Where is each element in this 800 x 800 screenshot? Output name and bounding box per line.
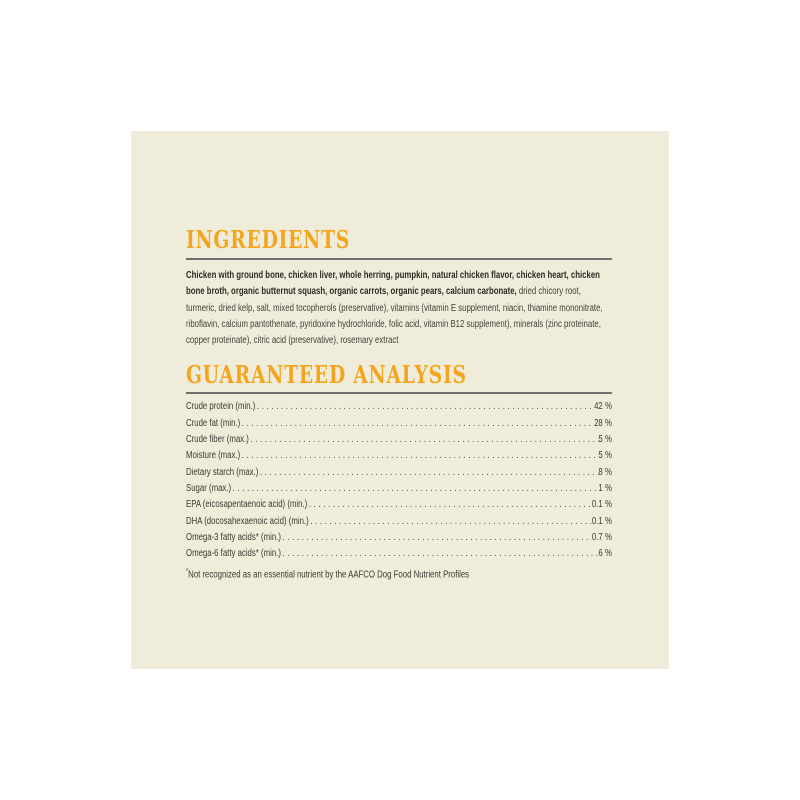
dot-leader	[309, 514, 592, 530]
analysis-row-value: 5 %	[598, 450, 612, 462]
analysis-row-value: 1 %	[598, 482, 612, 494]
analysis-row: Sugar (max.) 1 %	[186, 481, 612, 497]
label-content: INGREDIENTS Chicken with ground bone, ch…	[186, 131, 612, 593]
analysis-divider	[186, 392, 612, 395]
footnote-asterisk: *	[186, 568, 189, 576]
dot-leader	[231, 481, 598, 497]
ingredients-divider	[186, 258, 612, 260]
analysis-row: EPA (eicosapentaenoic acid) (min.) 0.1 %	[186, 497, 612, 513]
ingredients-primary-text: Chicken with ground bone, chicken liver,…	[186, 270, 600, 298]
ingredients-heading: INGREDIENTS	[186, 225, 351, 254]
analysis-row-value: 0.1 %	[591, 499, 612, 511]
analysis-row-value: 6 %	[598, 548, 612, 560]
analysis-row-label: Sugar (max.)	[186, 482, 232, 494]
analysis-row-label: EPA (eicosapentaenoic acid) (min.)	[186, 499, 308, 511]
guaranteed-analysis-heading: GUARANTEED ANALYSIS	[186, 360, 467, 390]
label-panel: INGREDIENTS Chicken with ground bone, ch…	[131, 131, 669, 669]
footnote-text: Not recognized as an essential nutrient …	[188, 569, 470, 581]
dot-leader	[258, 465, 598, 481]
dot-leader	[255, 399, 594, 415]
analysis-row-value: 28 %	[594, 417, 612, 429]
ingredients-secondary-text: dried chicory root, turmeric, dried kelp…	[186, 286, 603, 347]
analysis-row: Crude fiber (max.) 5 %	[186, 432, 612, 448]
analysis-row-label: Crude fiber (max.)	[186, 434, 249, 446]
analysis-row-label: Crude protein (min.)	[186, 401, 256, 413]
analysis-row-label: Crude fat (min.)	[186, 417, 241, 429]
analysis-row-label: DHA (docosahexaenoic acid) (min.)	[186, 515, 309, 527]
dot-leader	[249, 432, 599, 448]
analysis-row: DHA (docosahexaenoic acid) (min.) 0.1 %	[186, 514, 612, 530]
analysis-row-label: Dietary starch (max.)	[186, 466, 259, 478]
analysis-row-label: Moisture (max.)	[186, 450, 241, 462]
analysis-row: Dietary starch (max.) 8 %	[186, 465, 612, 481]
dot-leader	[240, 416, 594, 432]
analysis-footnote: *Not recognized as an essential nutrient…	[186, 565, 612, 582]
analysis-row-value: 0.7 %	[591, 531, 612, 543]
analysis-row-value: 5 %	[598, 434, 612, 446]
analysis-row-value: 8 %	[598, 466, 612, 478]
analysis-row-label: Omega-3 fatty acids* (min.)	[186, 531, 281, 543]
analysis-row-value: 42 %	[594, 401, 612, 413]
analysis-row: Omega-6 fatty acids* (min.) 6 %	[186, 546, 612, 562]
analysis-row: Omega-3 fatty acids* (min.) 0.7 %	[186, 530, 612, 546]
dot-leader	[281, 546, 598, 562]
analysis-row: Crude fat (min.) 28 %	[186, 416, 612, 432]
analysis-row: Moisture (max.) 5 %	[186, 448, 612, 464]
dot-leader	[307, 497, 592, 513]
analysis-row: Crude protein (min.) 42 %	[186, 399, 612, 415]
analysis-row-label: Omega-6 fatty acids* (min.)	[186, 548, 281, 560]
dot-leader	[240, 448, 598, 464]
analysis-table: Crude protein (min.) 42 % Crude fat (min.)…	[186, 399, 612, 562]
ingredients-paragraph: Chicken with ground bone, chicken liver,…	[186, 268, 612, 349]
dot-leader	[281, 530, 592, 546]
analysis-row-value: 0.1 %	[591, 515, 612, 527]
